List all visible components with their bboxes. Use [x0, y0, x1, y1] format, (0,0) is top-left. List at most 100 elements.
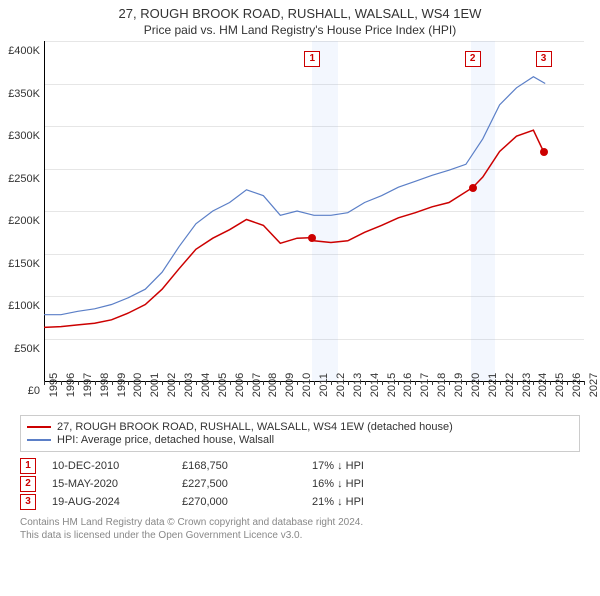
x-tick [533, 381, 534, 385]
x-tick-label: 2025 [554, 373, 566, 397]
x-tick-label: 2014 [369, 373, 381, 397]
y-tick-label: £300K [0, 130, 40, 142]
x-tick [382, 381, 383, 385]
x-tick-label: 2008 [267, 373, 279, 397]
x-tick [213, 381, 214, 385]
x-tick [365, 381, 366, 385]
x-tick-label: 2007 [251, 373, 263, 397]
x-tick [314, 381, 315, 385]
y-tick-label: £400K [0, 45, 40, 57]
x-tick-label: 2000 [132, 373, 144, 397]
sales-diff: 17% ↓ HPI [312, 460, 442, 472]
chart-marker-box: 3 [536, 51, 552, 67]
x-tick-label: 2023 [521, 373, 533, 397]
x-tick [263, 381, 264, 385]
chart-marker-box: 1 [304, 51, 320, 67]
y-tick-label: £150K [0, 258, 40, 270]
footer-line2: This data is licensed under the Open Gov… [20, 529, 600, 542]
x-tick-label: 2006 [234, 373, 246, 397]
x-tick [517, 381, 518, 385]
legend-row: HPI: Average price, detached house, Wals… [27, 434, 573, 446]
x-tick [415, 381, 416, 385]
x-tick [230, 381, 231, 385]
x-tick-label: 2003 [183, 373, 195, 397]
sales-marker-box: 3 [20, 494, 36, 510]
sales-row: 2 15-MAY-2020£227,50016% ↓ HPI [20, 476, 580, 492]
x-tick [196, 381, 197, 385]
y-tick-label: £100K [0, 300, 40, 312]
x-tick [331, 381, 332, 385]
x-tick-label: 2017 [419, 373, 431, 397]
chart-marker-dot [469, 184, 477, 192]
x-tick [550, 381, 551, 385]
y-tick-label: £50K [0, 343, 40, 355]
sales-diff: 21% ↓ HPI [312, 496, 442, 508]
x-tick [483, 381, 484, 385]
sales-date: 15-MAY-2020 [52, 478, 182, 490]
x-tick-label: 1995 [48, 373, 60, 397]
chart-marker-box: 2 [465, 51, 481, 67]
x-tick [432, 381, 433, 385]
x-tick-label: 2012 [335, 373, 347, 397]
x-tick [567, 381, 568, 385]
y-tick-label: £200K [0, 215, 40, 227]
x-tick-label: 2004 [200, 373, 212, 397]
legend-box: 27, ROUGH BROOK ROAD, RUSHALL, WALSALL, … [20, 415, 580, 452]
chart-container: 27, ROUGH BROOK ROAD, RUSHALL, WALSALL, … [0, 6, 600, 596]
x-tick-label: 2020 [470, 373, 482, 397]
sales-diff: 16% ↓ HPI [312, 478, 442, 490]
legend-row: 27, ROUGH BROOK ROAD, RUSHALL, WALSALL, … [27, 421, 573, 433]
x-tick-label: 2010 [301, 373, 313, 397]
x-tick [449, 381, 450, 385]
chart-plot-area: 123 199519961997199819992000200120022003… [44, 41, 584, 413]
x-tick [128, 381, 129, 385]
sales-price: £270,000 [182, 496, 312, 508]
legend-swatch [27, 439, 51, 441]
series-hpi [44, 77, 545, 315]
x-tick [584, 381, 585, 385]
x-tick-label: 2027 [588, 373, 600, 397]
x-tick [61, 381, 62, 385]
x-tick-label: 2026 [571, 373, 583, 397]
x-tick-label: 2005 [217, 373, 229, 397]
chart-marker-dot [308, 234, 316, 242]
y-tick-label: £250K [0, 173, 40, 185]
x-tick-label: 1998 [99, 373, 111, 397]
x-tick-label: 1996 [65, 373, 77, 397]
x-tick-label: 2009 [284, 373, 296, 397]
chart-title: 27, ROUGH BROOK ROAD, RUSHALL, WALSALL, … [0, 6, 600, 21]
chart-marker-dot [540, 148, 548, 156]
x-tick [179, 381, 180, 385]
chart-subtitle: Price paid vs. HM Land Registry's House … [0, 23, 600, 37]
x-tick [280, 381, 281, 385]
x-tick-label: 2011 [318, 373, 330, 397]
x-tick [112, 381, 113, 385]
x-tick [500, 381, 501, 385]
x-tick-label: 2022 [504, 373, 516, 397]
x-tick-label: 2018 [436, 373, 448, 397]
x-tick [247, 381, 248, 385]
y-tick-label: £350K [0, 88, 40, 100]
x-tick-label: 2019 [453, 373, 465, 397]
footer-attribution: Contains HM Land Registry data © Crown c… [20, 516, 600, 542]
y-tick-label: £0 [0, 385, 40, 397]
sales-table: 110-DEC-2010£168,75017% ↓ HPI 2 15-MAY-202… [20, 458, 580, 510]
x-tick-label: 1999 [116, 373, 128, 397]
x-tick-label: 2015 [386, 373, 398, 397]
x-tick [348, 381, 349, 385]
sales-price: £227,500 [182, 478, 312, 490]
sales-price: £168,750 [182, 460, 312, 472]
x-tick [95, 381, 96, 385]
x-tick-label: 2016 [402, 373, 414, 397]
legend-label: HPI: Average price, detached house, Wals… [57, 434, 274, 446]
legend-label: 27, ROUGH BROOK ROAD, RUSHALL, WALSALL, … [57, 421, 453, 433]
x-tick [78, 381, 79, 385]
line-chart-svg [44, 41, 584, 381]
sales-row: 319-AUG-2024£270,00021% ↓ HPI [20, 494, 580, 510]
legend-swatch [27, 426, 51, 428]
sales-marker-box: 2 [20, 476, 36, 492]
x-tick [145, 381, 146, 385]
sales-row: 110-DEC-2010£168,75017% ↓ HPI [20, 458, 580, 474]
x-tick [466, 381, 467, 385]
x-tick [162, 381, 163, 385]
